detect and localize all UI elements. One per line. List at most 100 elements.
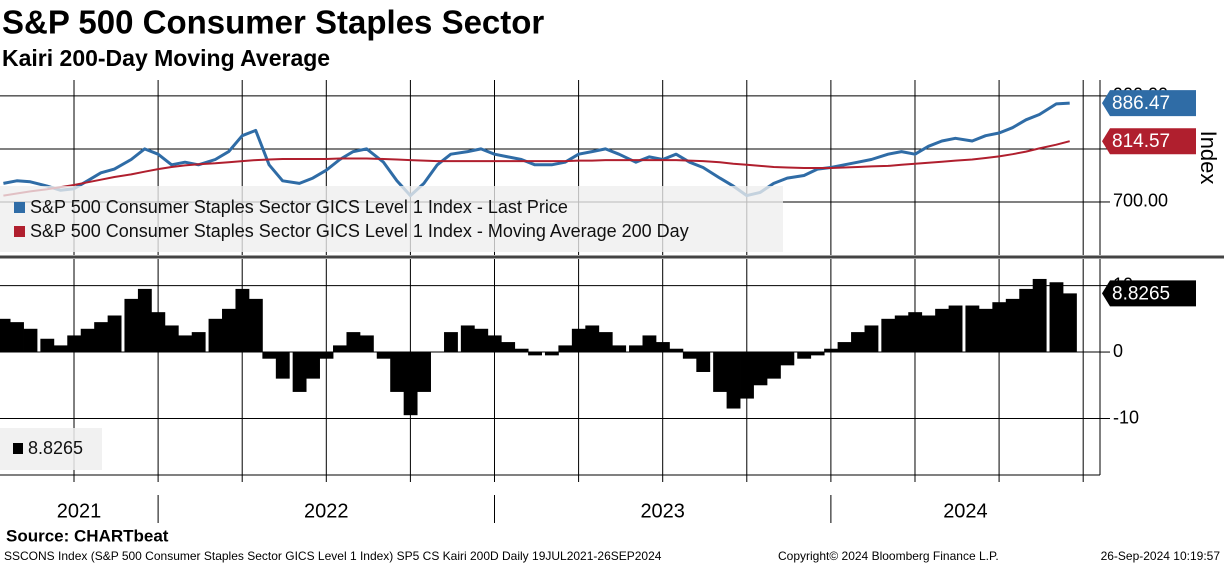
bar bbox=[417, 352, 431, 392]
bar bbox=[965, 305, 980, 353]
bar bbox=[80, 328, 95, 353]
bar bbox=[780, 352, 795, 366]
bar bbox=[501, 342, 516, 353]
y-tick-label: -10 bbox=[1113, 407, 1139, 427]
legend-label: S&P 500 Consumer Staples Sector GICS Lev… bbox=[30, 197, 568, 217]
bar bbox=[1049, 282, 1064, 353]
bar bbox=[642, 335, 657, 353]
bar bbox=[528, 352, 542, 356]
bar bbox=[810, 352, 825, 356]
bar bbox=[655, 342, 670, 353]
bar bbox=[544, 352, 559, 356]
bar bbox=[1005, 298, 1020, 353]
bar bbox=[740, 352, 754, 399]
legend-swatch bbox=[14, 202, 25, 213]
x-year-label: 2022 bbox=[304, 500, 349, 522]
bar bbox=[53, 345, 68, 353]
last-value-label: 8.8265 bbox=[1112, 283, 1170, 304]
x-year-label: 2023 bbox=[640, 500, 685, 522]
bar bbox=[837, 342, 852, 353]
bar bbox=[208, 318, 223, 353]
x-year-label: 2024 bbox=[943, 500, 988, 522]
bar bbox=[403, 352, 418, 416]
bar bbox=[1032, 278, 1047, 353]
bar bbox=[585, 325, 600, 353]
bar bbox=[1019, 288, 1034, 353]
bar bbox=[629, 345, 643, 353]
y-axis-label: Index bbox=[1196, 131, 1221, 185]
bar bbox=[67, 335, 82, 353]
legend-box bbox=[0, 186, 783, 252]
series-line bbox=[3, 140, 1070, 197]
y-tick-label: 0 bbox=[1113, 341, 1123, 361]
bar bbox=[319, 352, 334, 359]
bar bbox=[726, 352, 741, 409]
bar bbox=[178, 335, 193, 353]
footer-left: SSCONS Index (S&P 500 Consumer Staples S… bbox=[4, 549, 662, 563]
last-value-label: 814.57 bbox=[1112, 131, 1170, 152]
bar bbox=[612, 345, 627, 353]
bar bbox=[248, 298, 263, 353]
bar bbox=[191, 332, 206, 353]
bar bbox=[275, 352, 290, 379]
footer-center: Copyright© 2024 Bloomberg Finance L.P. bbox=[778, 549, 999, 563]
bar bbox=[390, 352, 405, 392]
bar bbox=[376, 352, 391, 359]
x-year-label: 2021 bbox=[57, 500, 102, 522]
bar bbox=[262, 352, 277, 359]
bar bbox=[235, 288, 250, 353]
bar bbox=[292, 352, 307, 392]
bar bbox=[23, 328, 38, 353]
bar bbox=[94, 322, 109, 353]
bar bbox=[514, 348, 529, 353]
bar bbox=[881, 318, 896, 353]
bar bbox=[346, 332, 361, 353]
legend-label: 8.8265 bbox=[28, 438, 83, 458]
bar bbox=[797, 352, 812, 359]
bar bbox=[992, 302, 1007, 353]
bar bbox=[753, 352, 768, 386]
bar bbox=[669, 348, 684, 353]
legend-label: S&P 500 Consumer Staples Sector GICS Lev… bbox=[30, 221, 689, 241]
bar bbox=[908, 312, 923, 353]
bar bbox=[935, 308, 950, 353]
source: Source: CHARTbeat bbox=[6, 526, 169, 545]
bar bbox=[978, 308, 993, 353]
legend-swatch bbox=[13, 443, 23, 454]
bar bbox=[1062, 293, 1077, 353]
last-value-label: 886.47 bbox=[1112, 93, 1170, 114]
bar bbox=[474, 328, 489, 353]
bar bbox=[824, 348, 839, 353]
bar bbox=[151, 312, 166, 353]
footer-right: 26-Sep-2024 10:19:57 bbox=[1101, 549, 1221, 563]
bar bbox=[306, 352, 320, 379]
bar bbox=[137, 288, 152, 353]
bar bbox=[0, 318, 11, 353]
bar bbox=[598, 332, 613, 353]
last-value-tag bbox=[1102, 280, 1196, 307]
bar bbox=[682, 352, 697, 359]
bar bbox=[558, 345, 573, 353]
bar bbox=[359, 335, 374, 353]
bar bbox=[222, 308, 236, 353]
bar bbox=[571, 328, 586, 353]
bar bbox=[921, 315, 936, 353]
bar bbox=[851, 332, 865, 353]
bar bbox=[40, 338, 55, 353]
last-value-tag bbox=[1102, 90, 1196, 117]
chart-subtitle: Kairi 200-Day Moving Average bbox=[2, 45, 330, 71]
series-line bbox=[3, 101, 1070, 198]
y-tick-label: 700.00 bbox=[1113, 191, 1168, 211]
bar bbox=[164, 325, 179, 353]
bar bbox=[713, 352, 728, 392]
legend-swatch bbox=[14, 226, 25, 237]
bar bbox=[487, 335, 502, 353]
bar bbox=[107, 315, 122, 353]
bar bbox=[696, 352, 711, 372]
bar bbox=[948, 305, 963, 353]
bar bbox=[460, 325, 475, 353]
last-value-tag bbox=[1102, 128, 1196, 155]
bar bbox=[444, 332, 458, 353]
bar bbox=[894, 315, 909, 353]
